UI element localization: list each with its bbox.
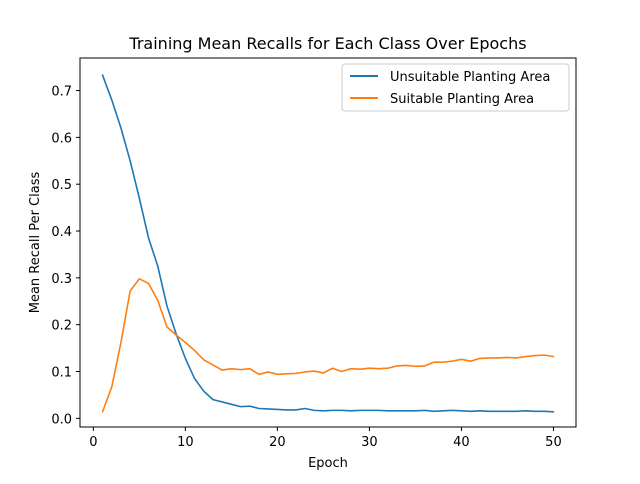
y-tick-label: 0.3 xyxy=(51,272,72,287)
y-axis-label: Mean Recall Per Class xyxy=(28,172,43,314)
y-tick-label: 0.7 xyxy=(51,85,72,100)
series-line-suitable xyxy=(101,277,555,413)
x-tick-label: 30 xyxy=(361,435,378,450)
y-axis: 0.0 0.1 0.2 0.3 0.4 0.5 0.6 0.7 xyxy=(51,85,80,427)
y-tick-label: 0.0 xyxy=(51,412,72,427)
x-tick-label: 10 xyxy=(177,435,194,450)
series-line-unsuitable xyxy=(101,74,555,413)
x-tick-label: 50 xyxy=(545,435,562,450)
plot-area xyxy=(101,74,555,413)
x-tick-label: 40 xyxy=(453,435,470,450)
chart-title: Training Mean Recalls for Each Class Ove… xyxy=(128,34,526,53)
y-tick-label: 0.4 xyxy=(51,225,72,240)
legend-box xyxy=(341,63,570,112)
y-tick-label: 0.1 xyxy=(51,366,72,381)
x-tick-label: 0 xyxy=(89,435,97,450)
x-tick-label: 20 xyxy=(269,435,286,450)
axes-frame xyxy=(79,57,577,428)
legend: Unsuitable Planting Area Suitable Planti… xyxy=(341,63,570,112)
legend-label-suitable: Suitable Planting Area xyxy=(390,92,534,107)
x-axis-label: Epoch xyxy=(308,456,348,471)
y-tick-label: 0.2 xyxy=(51,319,72,334)
x-axis: 0 10 20 30 40 50 xyxy=(89,427,562,450)
y-tick-label: 0.5 xyxy=(51,178,72,193)
legend-label-unsuitable: Unsuitable Planting Area xyxy=(390,70,550,85)
y-tick-label: 0.6 xyxy=(51,131,72,146)
